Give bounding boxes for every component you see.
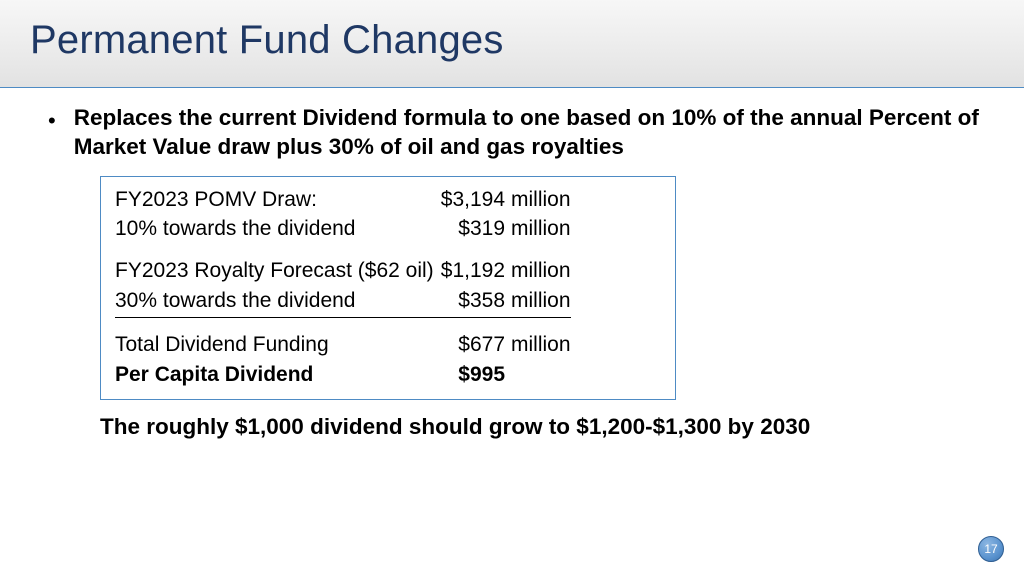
table-row-label: Per Capita Dividend xyxy=(115,360,435,390)
header-bar: Permanent Fund Changes xyxy=(0,0,1024,88)
bullet-marker: • xyxy=(48,106,56,136)
table-row: FY2023 POMV Draw:$3,194million xyxy=(115,185,661,215)
bullet-text: Replaces the current Dividend formula to… xyxy=(74,104,984,162)
slide: Permanent Fund Changes • Replaces the cu… xyxy=(0,0,1024,576)
table-row-amount: $677 xyxy=(435,330,505,360)
table-row-unit: million xyxy=(505,256,571,286)
page-number-badge: 17 xyxy=(978,536,1004,562)
table-row-unit: million xyxy=(505,214,571,244)
page-number: 17 xyxy=(984,542,997,556)
table-row: Total Dividend Funding$677million xyxy=(115,330,661,360)
table-row-label: 30% towards the dividend xyxy=(115,286,435,318)
table-row: 10% towards the dividend$319million xyxy=(115,214,661,244)
table-row-unit: million xyxy=(505,286,571,318)
table-spacer xyxy=(115,318,661,330)
content-area: • Replaces the current Dividend formula … xyxy=(48,104,984,440)
page-title: Permanent Fund Changes xyxy=(30,18,1024,63)
table-row-amount: $319 xyxy=(435,214,505,244)
table-row: Per Capita Dividend$995 xyxy=(115,360,661,390)
table-row: 30% towards the dividend$358million xyxy=(115,286,661,318)
data-table: FY2023 POMV Draw:$3,194million10% toward… xyxy=(100,176,676,401)
table-row-label: Total Dividend Funding xyxy=(115,330,435,360)
table-row: FY2023 Royalty Forecast ($62 oil)$1,192m… xyxy=(115,256,661,286)
bullet-item: • Replaces the current Dividend formula … xyxy=(48,104,984,162)
table-row-amount: $995 xyxy=(435,360,505,390)
table-row-unit: million xyxy=(505,330,571,360)
table-row-amount: $358 xyxy=(435,286,505,318)
table-spacer xyxy=(115,244,661,256)
table-row-label: FY2023 Royalty Forecast ($62 oil) xyxy=(115,256,435,286)
table-row-label: 10% towards the dividend xyxy=(115,214,435,244)
table-row-label: FY2023 POMV Draw: xyxy=(115,185,435,215)
closing-text: The roughly $1,000 dividend should grow … xyxy=(100,414,984,440)
table-row-amount: $3,194 xyxy=(435,185,505,215)
table-row-unit: million xyxy=(505,185,571,215)
table-row-amount: $1,192 xyxy=(435,256,505,286)
